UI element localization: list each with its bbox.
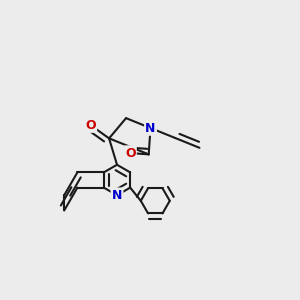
Text: N: N [145,122,156,134]
Text: O: O [125,147,136,160]
Text: N: N [112,189,122,202]
Text: O: O [85,119,96,132]
